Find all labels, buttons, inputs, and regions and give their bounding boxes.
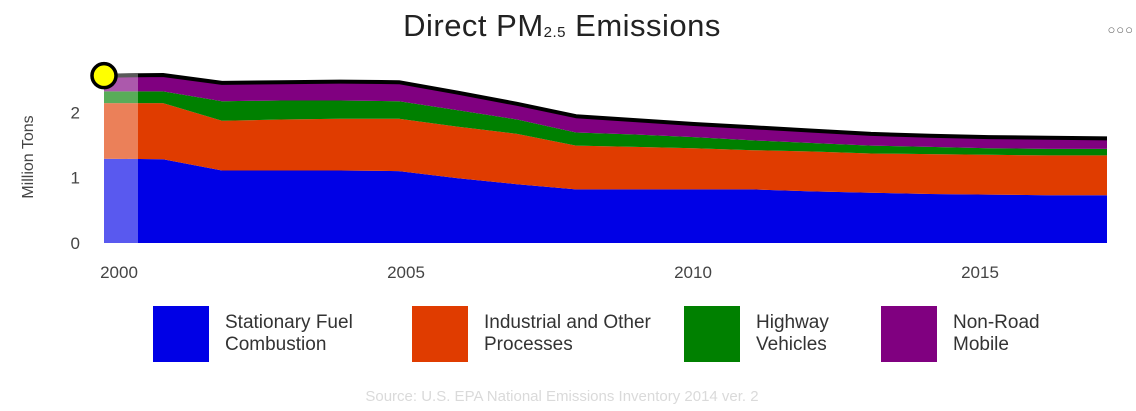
legend: Stationary Fuel Combustion Industrial and… xyxy=(0,306,1136,366)
source-note: Source: U.S. EPA National Emissions Inve… xyxy=(365,388,759,405)
area-stationary-fuel-combustion[interactable] xyxy=(104,158,1107,243)
hover-marker[interactable] xyxy=(90,61,118,90)
y-axis-label: Million Tons xyxy=(20,115,37,198)
chart-area: 0 1 2 Million Tons 2000 2005 2010 2015 xyxy=(20,61,1108,282)
legend-swatch xyxy=(412,306,468,362)
legend-swatch xyxy=(684,306,740,362)
legend-item[interactable]: Highway Vehicles xyxy=(684,306,866,362)
x-tick-label: 2005 xyxy=(387,263,425,282)
legend-item[interactable]: Stationary Fuel Combustion xyxy=(153,306,385,362)
y-tick-label: 2 xyxy=(71,103,80,122)
legend-swatch xyxy=(153,306,209,362)
chart-title: Direct PM2.5 Emissions xyxy=(403,8,721,43)
x-tick-label: 2000 xyxy=(100,263,138,282)
total-line xyxy=(103,73,1108,141)
legend-label: Stationary Fuel Combustion xyxy=(225,312,353,355)
area-industrial-and-other-processes[interactable] xyxy=(104,103,1107,196)
legend-item[interactable]: Non-Road Mobile xyxy=(881,306,1073,362)
legend-label: Industrial and Other Processes xyxy=(484,312,651,355)
hover-band xyxy=(104,73,138,243)
more-options-icon[interactable]: ○○○ xyxy=(1107,22,1134,37)
plot-area xyxy=(90,61,1108,243)
area-non-road-mobile[interactable] xyxy=(104,75,1107,149)
legend-label: Non-Road Mobile xyxy=(953,312,1040,355)
legend-label: Highway Vehicles xyxy=(756,312,829,355)
legend-swatch xyxy=(881,306,937,362)
y-tick-label: 1 xyxy=(71,169,80,188)
x-tick-label: 2010 xyxy=(674,263,712,282)
y-tick-label: 0 xyxy=(71,234,80,253)
legend-item[interactable]: Industrial and Other Processes xyxy=(412,306,654,362)
area-highway-vehicles[interactable] xyxy=(104,91,1107,156)
x-tick-label: 2015 xyxy=(961,263,999,282)
